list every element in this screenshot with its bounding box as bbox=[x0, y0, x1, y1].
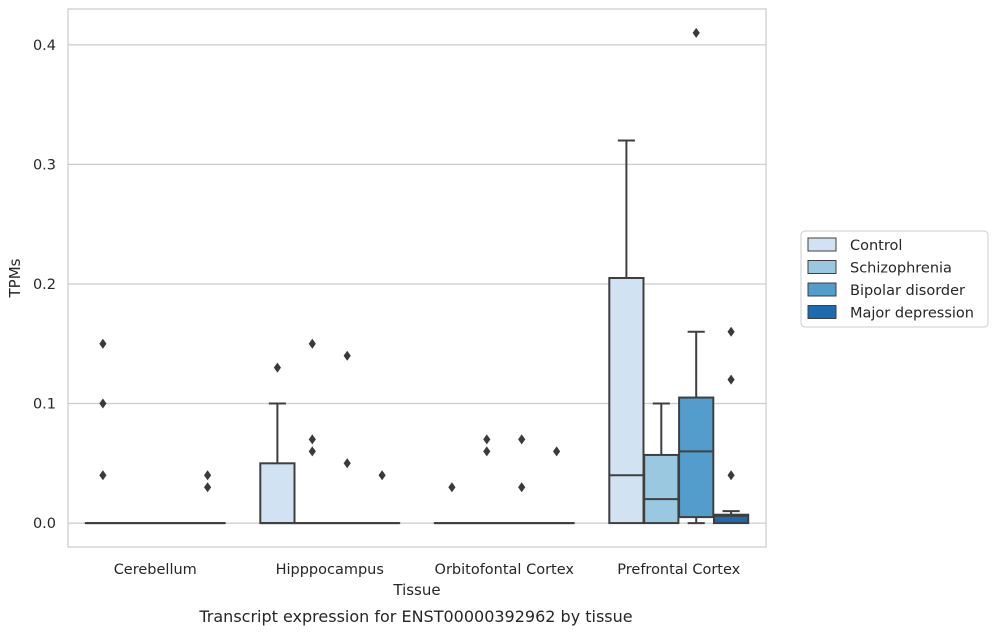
outlier-point bbox=[693, 28, 700, 38]
outlier-point bbox=[309, 446, 316, 456]
outlier-point bbox=[518, 482, 525, 492]
outlier-point bbox=[483, 446, 490, 456]
box-body bbox=[609, 278, 643, 523]
outlier-point bbox=[309, 434, 316, 444]
outlier-point bbox=[204, 470, 211, 480]
y-axis-label: TPMs bbox=[6, 258, 24, 298]
y-tick-label: 0.2 bbox=[33, 277, 56, 293]
legend: Control Schizophrenia Bipolar disorder Majo… bbox=[801, 231, 988, 327]
x-tick-label: Prefrontal Cortex bbox=[617, 562, 740, 578]
outlier-point bbox=[309, 339, 316, 349]
legend-swatch bbox=[808, 306, 836, 319]
box-major-depression bbox=[365, 470, 399, 523]
box-control bbox=[435, 482, 469, 523]
outlier-point bbox=[728, 327, 735, 337]
y-tick-label: 0.4 bbox=[33, 38, 56, 54]
outlier-point bbox=[344, 458, 351, 468]
y-tick-label: 0.1 bbox=[33, 397, 56, 413]
legend-label: Bipolar disorder bbox=[850, 283, 965, 299]
outlier-point bbox=[204, 482, 211, 492]
outlier-point bbox=[448, 482, 455, 492]
y-ticks: 0.0 0.1 0.2 0.3 0.4 bbox=[33, 38, 56, 532]
x-ticks: Cerebellum Hipppocampus Orbitofontal Corte… bbox=[114, 562, 741, 578]
boxes bbox=[86, 28, 748, 523]
outlier-point bbox=[728, 375, 735, 385]
chart-caption: Transcript expression for ENST0000039296… bbox=[198, 607, 632, 626]
box-control bbox=[609, 141, 643, 524]
box-bipolar-disorder bbox=[330, 351, 364, 523]
box-major-depression bbox=[714, 327, 748, 523]
box-bipolar-disorder bbox=[505, 434, 539, 523]
outlier-point bbox=[344, 351, 351, 361]
x-tick-label: Orbitofontal Cortex bbox=[435, 562, 575, 578]
box-body bbox=[260, 463, 294, 523]
box-control bbox=[260, 363, 294, 523]
outlier-point bbox=[99, 470, 106, 480]
y-tick-label: 0.0 bbox=[33, 516, 56, 532]
box-schizophrenia bbox=[470, 434, 504, 523]
box-control bbox=[86, 339, 120, 523]
outlier-point bbox=[728, 470, 735, 480]
x-axis-label: Tissue bbox=[392, 581, 440, 599]
outlier-point bbox=[99, 399, 106, 409]
legend-swatch bbox=[808, 261, 836, 274]
outlier-point bbox=[518, 434, 525, 444]
x-tick-label: Hipppocampus bbox=[276, 562, 384, 578]
x-tick-label: Cerebellum bbox=[114, 562, 197, 578]
legend-swatch bbox=[808, 238, 836, 251]
legend-swatch bbox=[808, 283, 836, 296]
legend-label: Control bbox=[850, 238, 902, 254]
outlier-point bbox=[483, 434, 490, 444]
outlier-point bbox=[553, 446, 560, 456]
outlier-point bbox=[99, 339, 106, 349]
box-body bbox=[644, 455, 678, 523]
box-bipolar-disorder bbox=[679, 28, 713, 523]
box-schizophrenia bbox=[644, 404, 678, 524]
legend-label: Schizophrenia bbox=[850, 261, 952, 277]
y-tick-label: 0.3 bbox=[33, 157, 56, 173]
box-major-depression bbox=[190, 470, 224, 523]
box-body bbox=[679, 398, 713, 518]
outlier-point bbox=[379, 470, 386, 480]
legend-label: Major depression bbox=[850, 306, 974, 322]
box-major-depression bbox=[539, 446, 573, 523]
box-schizophrenia bbox=[295, 339, 329, 523]
outlier-point bbox=[274, 363, 281, 373]
